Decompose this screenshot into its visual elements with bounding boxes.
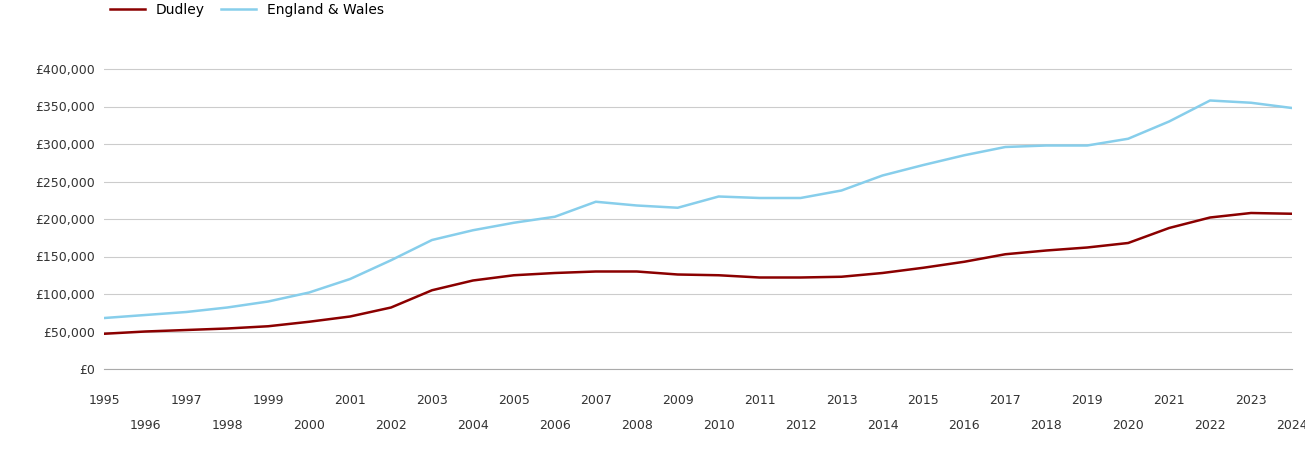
Dudley <box>1039 248 1054 253</box>
England & Wales <box>301 290 317 295</box>
England & Wales <box>1161 119 1177 124</box>
Dudley <box>792 275 808 280</box>
Legend: Dudley, England & Wales: Dudley, England & Wales <box>104 0 390 22</box>
Dudley <box>1244 210 1259 216</box>
England & Wales <box>752 195 767 201</box>
Text: 1995: 1995 <box>89 394 120 407</box>
England & Wales <box>629 203 645 208</box>
Text: 1998: 1998 <box>211 419 243 432</box>
England & Wales <box>669 205 685 211</box>
England & Wales <box>137 312 153 318</box>
England & Wales <box>711 194 727 199</box>
Text: 2012: 2012 <box>784 419 817 432</box>
Line: Dudley: Dudley <box>104 213 1292 334</box>
Text: 2017: 2017 <box>989 394 1022 407</box>
England & Wales <box>506 220 522 225</box>
Dudley <box>1079 245 1095 250</box>
England & Wales <box>261 299 277 304</box>
England & Wales <box>97 315 112 321</box>
Text: 2016: 2016 <box>949 419 980 432</box>
Text: 2015: 2015 <box>907 394 940 407</box>
Dudley <box>261 324 277 329</box>
England & Wales <box>342 276 358 282</box>
Text: 1996: 1996 <box>129 419 161 432</box>
Dudley <box>547 270 562 276</box>
Text: 2014: 2014 <box>867 419 898 432</box>
Dudley <box>506 273 522 278</box>
Text: 2009: 2009 <box>662 394 693 407</box>
England & Wales <box>424 237 440 243</box>
Text: 2002: 2002 <box>375 419 407 432</box>
Text: 1997: 1997 <box>171 394 202 407</box>
Text: 2023: 2023 <box>1236 394 1267 407</box>
Dudley <box>1202 215 1218 220</box>
Dudley <box>834 274 850 279</box>
Dudley <box>342 314 358 319</box>
Dudley <box>669 272 685 277</box>
England & Wales <box>792 195 808 201</box>
Text: 1999: 1999 <box>252 394 284 407</box>
England & Wales <box>589 199 604 204</box>
Text: 2019: 2019 <box>1071 394 1103 407</box>
Text: 2021: 2021 <box>1154 394 1185 407</box>
Text: 2005: 2005 <box>499 394 530 407</box>
England & Wales <box>834 188 850 193</box>
Text: 2000: 2000 <box>294 419 325 432</box>
Dudley <box>384 305 399 310</box>
Dudley <box>874 270 890 276</box>
England & Wales <box>219 305 235 310</box>
Dudley <box>997 252 1013 257</box>
Text: 2001: 2001 <box>334 394 365 407</box>
Text: 2010: 2010 <box>703 419 735 432</box>
Text: 2024: 2024 <box>1276 419 1305 432</box>
Dudley <box>179 327 194 333</box>
England & Wales <box>1079 143 1095 148</box>
Text: 2011: 2011 <box>744 394 775 407</box>
Dudley <box>752 275 767 280</box>
England & Wales <box>1039 143 1054 148</box>
England & Wales <box>916 162 932 168</box>
Dudley <box>1284 211 1300 216</box>
England & Wales <box>1202 98 1218 103</box>
Dudley <box>301 319 317 324</box>
Dudley <box>219 326 235 331</box>
England & Wales <box>957 153 972 158</box>
Dudley <box>1161 225 1177 231</box>
Dudley <box>589 269 604 274</box>
Text: 2018: 2018 <box>1031 419 1062 432</box>
England & Wales <box>1244 100 1259 105</box>
England & Wales <box>384 257 399 263</box>
England & Wales <box>874 173 890 178</box>
Dudley <box>957 259 972 265</box>
Dudley <box>711 273 727 278</box>
Dudley <box>137 329 153 334</box>
England & Wales <box>1284 105 1300 111</box>
Dudley <box>424 288 440 293</box>
Dudley <box>629 269 645 274</box>
Text: 2022: 2022 <box>1194 419 1225 432</box>
England & Wales <box>179 309 194 315</box>
Dudley <box>916 265 932 270</box>
Dudley <box>465 278 480 283</box>
Text: 2008: 2008 <box>621 419 652 432</box>
Line: England & Wales: England & Wales <box>104 100 1292 318</box>
England & Wales <box>1120 136 1135 141</box>
Text: 2003: 2003 <box>416 394 448 407</box>
Dudley <box>97 331 112 337</box>
Text: 2006: 2006 <box>539 419 570 432</box>
Text: 2020: 2020 <box>1112 419 1144 432</box>
England & Wales <box>547 214 562 220</box>
England & Wales <box>997 144 1013 150</box>
Dudley <box>1120 240 1135 246</box>
Text: 2004: 2004 <box>457 419 489 432</box>
Text: 2007: 2007 <box>579 394 612 407</box>
Text: 2013: 2013 <box>826 394 857 407</box>
England & Wales <box>465 228 480 233</box>
